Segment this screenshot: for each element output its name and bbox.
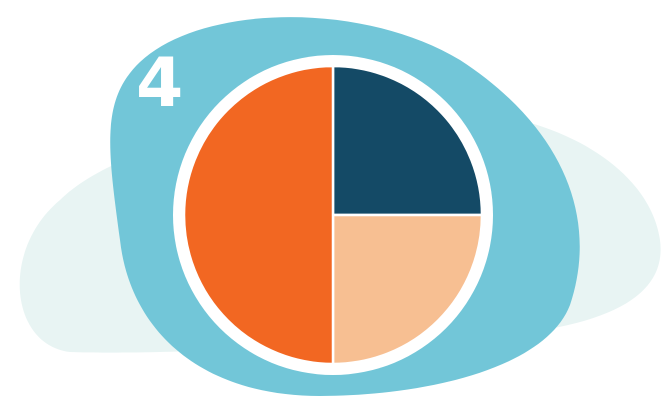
pie-slice-1	[331, 64, 484, 217]
pie-slice-3	[182, 64, 335, 366]
pie-slice-2	[331, 213, 484, 366]
pie-chart	[182, 64, 484, 366]
step-number: 4	[136, 44, 184, 123]
